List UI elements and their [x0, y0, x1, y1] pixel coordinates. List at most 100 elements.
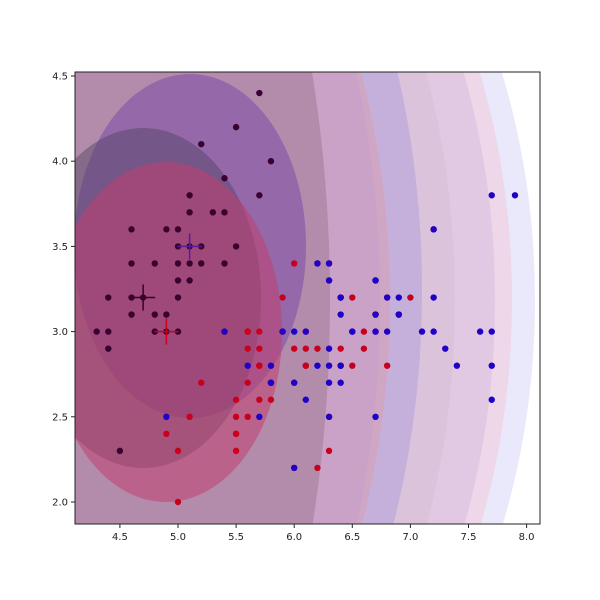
data-point-setosa: [209, 209, 217, 216]
data-point-setosa: [151, 311, 158, 318]
data-point-setosa: [221, 175, 228, 182]
data-point-virginica: [325, 362, 333, 369]
data-point-setosa: [151, 260, 158, 267]
data-point-setosa: [221, 260, 228, 267]
data-point-virginica: [314, 260, 321, 267]
data-point-versicolor: [232, 413, 240, 420]
x-tick-label: 7.5: [461, 532, 477, 543]
data-point-setosa: [163, 311, 170, 318]
data-point-versicolor: [360, 345, 368, 352]
data-points: [93, 89, 519, 506]
x-tick-label: 8.0: [519, 532, 535, 543]
y-tick-label: 2.5: [52, 412, 68, 423]
data-point-versicolor: [314, 464, 321, 472]
data-point-versicolor: [244, 379, 251, 386]
data-point-virginica: [442, 345, 449, 352]
data-point-virginica: [488, 328, 495, 335]
data-point-setosa: [232, 123, 240, 131]
x-tick-label: 5.0: [170, 532, 186, 543]
data-point-virginica: [267, 379, 275, 386]
data-point-virginica: [325, 379, 333, 386]
data-point-versicolor: [186, 413, 193, 420]
data-point-virginica: [291, 379, 298, 386]
data-point-versicolor: [337, 345, 344, 352]
plot-area: [74, 71, 541, 525]
data-point-setosa: [186, 192, 193, 199]
x-tick-label: 6.5: [344, 532, 360, 543]
data-point-virginica: [337, 362, 344, 369]
data-point-virginica: [453, 362, 461, 369]
data-point-setosa: [105, 294, 112, 301]
data-point-setosa: [105, 328, 112, 335]
mean-markers: [131, 233, 202, 345]
data-point-setosa: [198, 260, 205, 267]
data-point-setosa: [186, 209, 193, 216]
x-tick-label: 6.0: [286, 532, 302, 543]
data-point-setosa: [186, 277, 193, 284]
data-point-versicolor: [256, 345, 263, 352]
data-point-versicolor: [244, 345, 251, 352]
data-point-setosa: [128, 226, 135, 233]
data-point-virginica: [430, 328, 437, 335]
data-point-virginica: [488, 396, 495, 403]
data-point-versicolor: [256, 328, 263, 335]
data-point-virginica: [488, 192, 495, 199]
data-point-versicolor: [302, 345, 310, 352]
y-tick-label: 2.0: [52, 498, 68, 509]
data-point-versicolor: [163, 430, 170, 438]
data-point-setosa: [128, 311, 135, 318]
data-point-virginica: [488, 362, 495, 369]
data-point-versicolor: [267, 396, 275, 403]
data-point-setosa: [116, 447, 124, 455]
data-point-virginica: [372, 413, 379, 420]
data-point-setosa: [267, 158, 275, 165]
data-point-setosa: [163, 226, 170, 233]
data-point-versicolor: [244, 413, 251, 420]
data-point-virginica: [476, 328, 484, 335]
data-point-virginica: [511, 192, 519, 199]
x-axis: 4.5 5.0 5.5 6.0 6.5 7.0 7.5 8.0: [112, 524, 535, 543]
mean-setosa-marker: [131, 284, 156, 311]
data-point-virginica: [349, 328, 356, 335]
data-point-versicolor: [291, 345, 298, 352]
data-point-setosa: [105, 345, 112, 352]
y-axis: 2.0 2.5 3.0 3.5 4.0 4.5: [52, 72, 75, 509]
data-point-setosa: [256, 89, 263, 97]
data-point-versicolor: [302, 362, 310, 369]
data-point-setosa: [128, 260, 135, 267]
data-point-setosa: [256, 192, 263, 199]
y-tick-label: 3.5: [52, 242, 68, 253]
data-point-setosa: [174, 277, 182, 284]
data-point-versicolor: [279, 294, 286, 301]
data-point-setosa: [221, 209, 228, 216]
data-point-versicolor: [232, 430, 240, 438]
data-point-virginica: [291, 464, 298, 472]
data-point-virginica: [163, 413, 170, 420]
data-point-virginica: [302, 396, 310, 403]
data-point-virginica: [372, 311, 379, 318]
data-point-virginica: [337, 379, 344, 386]
y-tick-label: 3.0: [52, 327, 68, 338]
data-point-setosa: [174, 260, 182, 267]
data-point-versicolor: [349, 362, 356, 369]
data-point-virginica: [430, 294, 437, 301]
data-point-versicolor: [174, 447, 182, 455]
data-point-virginica: [325, 277, 333, 284]
data-point-virginica: [325, 260, 333, 267]
data-point-versicolor: [256, 362, 263, 369]
axes-frame: [74, 71, 541, 525]
data-point-virginica: [372, 328, 379, 335]
data-point-virginica: [291, 328, 298, 335]
data-point-versicolor: [244, 328, 251, 335]
mean-versicolor-marker: [154, 318, 179, 345]
data-point-virginica: [279, 328, 286, 335]
data-point-virginica: [395, 311, 402, 318]
data-point-virginica: [221, 328, 228, 335]
x-tick-label: 5.5: [228, 532, 244, 543]
data-point-virginica: [337, 294, 344, 301]
data-point-virginica: [383, 294, 391, 301]
data-point-setosa: [198, 140, 205, 148]
x-tick-label: 7.0: [402, 532, 418, 543]
data-point-setosa: [186, 260, 193, 267]
